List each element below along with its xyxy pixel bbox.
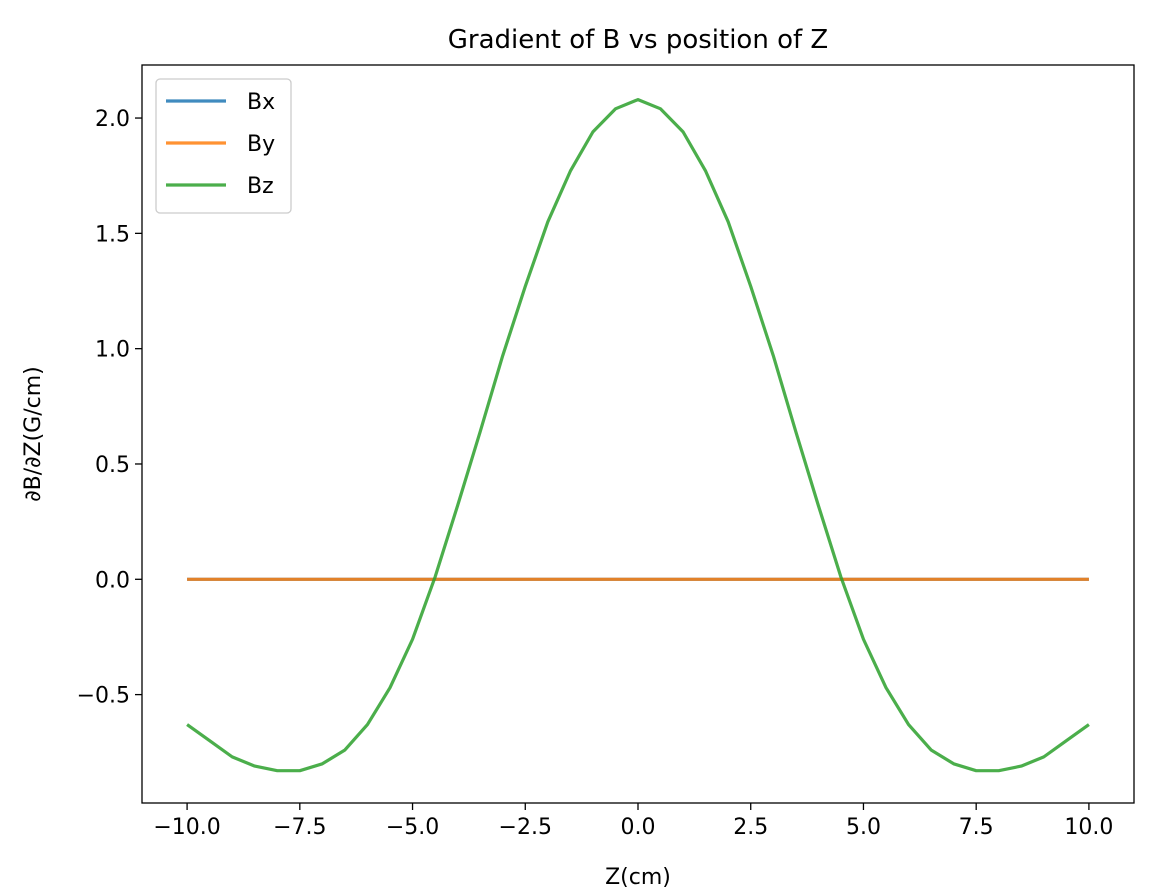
y-tick-label: −0.5 [77, 684, 130, 709]
y-axis-title: ∂B/∂Z(G/cm) [21, 366, 46, 501]
y-tick-label: 0.5 [95, 453, 130, 478]
x-tick-label: 0.0 [621, 815, 656, 840]
series-line-bz [186, 97, 1090, 773]
legend-label-bz: Bz [247, 174, 274, 199]
x-tick-label: 2.5 [733, 815, 768, 840]
y-axis: −0.5 0.0 0.5 1.0 1.5 2.0 [77, 107, 142, 709]
legend-label-by: By [247, 132, 275, 157]
y-tick-label: 1.0 [95, 338, 130, 363]
x-tick-label: 5.0 [846, 815, 881, 840]
y-tick-label: 2.0 [95, 107, 130, 132]
x-tick-label: 10.0 [1064, 815, 1113, 840]
y-tick-label: 0.0 [95, 568, 130, 593]
x-axis-title: Z(cm) [605, 865, 671, 890]
x-tick-label: −2.5 [499, 815, 552, 840]
x-tick-label: −7.5 [273, 815, 326, 840]
legend-box [155, 78, 292, 214]
x-tick-label: 7.5 [959, 815, 994, 840]
legend: Bx By Bz [155, 78, 292, 214]
legend-label-bx: Bx [247, 90, 275, 115]
y-tick-label: 1.5 [95, 222, 130, 247]
series-layer [186, 97, 1090, 773]
x-tick-label: −5.0 [386, 815, 439, 840]
chart-title: Gradient of B vs position of Z [448, 25, 828, 55]
x-tick-label: −10.0 [153, 815, 220, 840]
x-axis: −10.0 −7.5 −5.0 −2.5 0.0 2.5 5.0 7.5 10.0 [153, 803, 1113, 840]
